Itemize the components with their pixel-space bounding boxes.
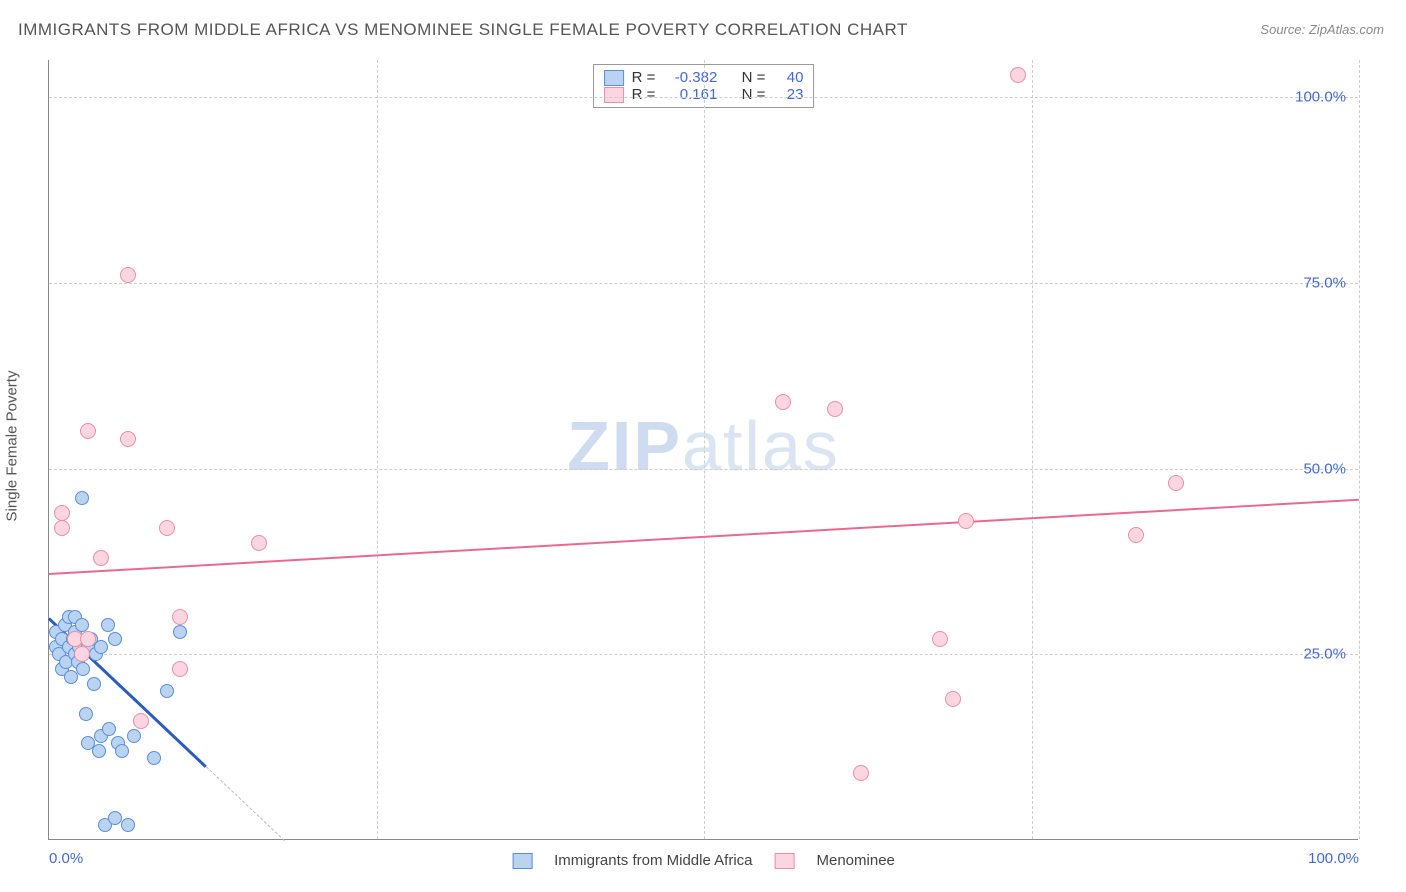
data-point	[79, 707, 93, 721]
watermark-atlas: atlas	[682, 407, 840, 485]
x-tick-label: 100.0%	[1308, 850, 1359, 867]
grid-line-v	[1359, 60, 1360, 839]
r-label: R =	[632, 69, 656, 86]
r-label: R =	[632, 86, 656, 103]
grid-line-v	[377, 60, 378, 839]
data-point	[945, 691, 961, 707]
n-value: 23	[773, 86, 803, 103]
r-value: -0.382	[663, 69, 717, 86]
data-point	[160, 684, 174, 698]
data-point	[127, 729, 141, 743]
data-point	[120, 431, 136, 447]
n-value: 40	[773, 69, 803, 86]
data-point	[80, 631, 96, 647]
data-point	[133, 713, 149, 729]
legend-swatch	[604, 87, 624, 103]
data-point	[108, 632, 122, 646]
data-point	[173, 625, 187, 639]
r-value: 0.161	[663, 86, 717, 103]
data-point	[1128, 527, 1144, 543]
data-point	[172, 609, 188, 625]
source-name: ZipAtlas.com	[1309, 22, 1384, 37]
data-point	[80, 423, 96, 439]
data-point	[92, 744, 106, 758]
legend-swatch	[512, 853, 532, 869]
n-label: N =	[742, 86, 766, 103]
data-point	[74, 646, 90, 662]
data-point	[54, 520, 70, 536]
y-tick-label: 25.0%	[1303, 646, 1346, 663]
grid-line-v	[704, 60, 705, 839]
data-point	[87, 677, 101, 691]
data-point	[93, 550, 109, 566]
data-point	[75, 491, 89, 505]
data-point	[853, 765, 869, 781]
data-point	[76, 662, 90, 676]
y-tick-label: 50.0%	[1303, 460, 1346, 477]
watermark-zip: ZIP	[567, 407, 682, 485]
data-point	[121, 818, 135, 832]
data-point	[54, 505, 70, 521]
y-tick-label: 100.0%	[1295, 89, 1346, 106]
data-point	[932, 631, 948, 647]
data-point	[120, 267, 136, 283]
y-axis-label: Single Female Poverty	[4, 371, 21, 522]
data-point	[108, 811, 122, 825]
data-point	[775, 394, 791, 410]
data-point	[172, 661, 188, 677]
data-point	[1010, 67, 1026, 83]
data-point	[101, 618, 115, 632]
data-point	[251, 535, 267, 551]
data-point	[159, 520, 175, 536]
grid-line-v	[1032, 60, 1033, 839]
data-point	[75, 618, 89, 632]
y-tick-label: 75.0%	[1303, 274, 1346, 291]
legend-swatch	[604, 70, 624, 86]
x-tick-label: 0.0%	[49, 850, 83, 867]
legend-label: Immigrants from Middle Africa	[554, 852, 752, 869]
trend-line	[206, 766, 285, 841]
bottom-legend: Immigrants from Middle Africa Menominee	[512, 852, 895, 869]
n-label: N =	[742, 69, 766, 86]
data-point	[827, 401, 843, 417]
data-point	[1168, 475, 1184, 491]
data-point	[958, 513, 974, 529]
data-point	[115, 744, 129, 758]
chart-title: IMMIGRANTS FROM MIDDLE AFRICA VS MENOMIN…	[18, 20, 908, 40]
data-point	[147, 751, 161, 765]
source-credit: Source: ZipAtlas.com	[1260, 22, 1384, 37]
legend-swatch	[775, 853, 795, 869]
legend-label: Menominee	[817, 852, 895, 869]
data-point	[94, 640, 108, 654]
plot-area: ZIPatlas R =-0.382 N =40R =0.161 N =23 I…	[48, 60, 1358, 840]
data-point	[102, 722, 116, 736]
source-label: Source:	[1260, 22, 1305, 37]
